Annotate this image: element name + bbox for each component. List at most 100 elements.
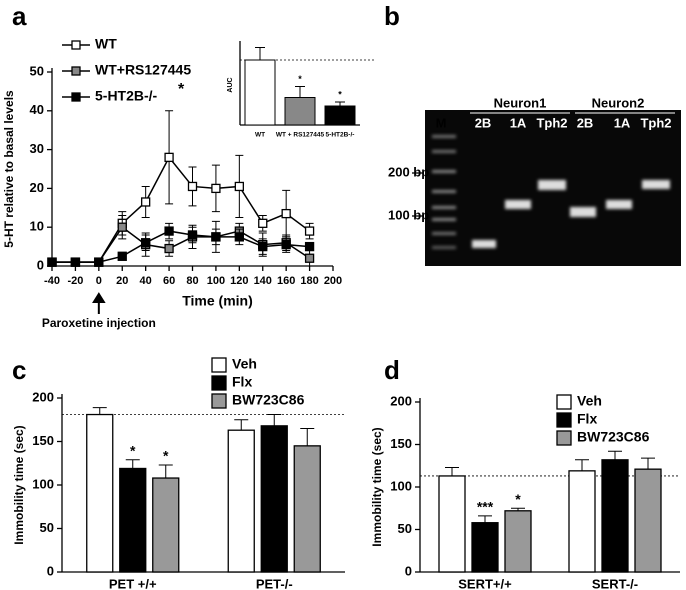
y-axis-label: AUC [227, 77, 234, 92]
marker [164, 243, 174, 254]
marker [187, 181, 198, 192]
x-tick-label: -20 [67, 275, 83, 287]
bar [152, 477, 180, 573]
y-tick-label: 200 [390, 393, 412, 408]
x-tick-label: WT [255, 132, 265, 139]
legend-marker [71, 92, 81, 102]
legend-swatch [211, 375, 227, 391]
bar [227, 429, 255, 573]
marker [117, 222, 127, 232]
legend-swatch [556, 412, 572, 428]
legend-label: WT+RS127445 [95, 62, 191, 78]
x-tick-label: SERT+/+ [458, 576, 512, 590]
legend-label: BW723C86 [232, 392, 305, 408]
y-axis-label: Immobility time (sec) [370, 427, 384, 546]
x-tick-label: 180 [300, 275, 318, 287]
y-tick-label: 100 [32, 476, 54, 491]
marker [164, 152, 174, 163]
x-tick-label: 40 [140, 275, 152, 287]
bar [293, 445, 321, 573]
marker [187, 230, 198, 240]
y-tick-label: 50 [398, 521, 412, 536]
marker [117, 251, 127, 261]
legend-swatch [556, 430, 572, 446]
bar [119, 467, 147, 573]
marker [281, 240, 291, 250]
y-tick-label: 200 [32, 389, 54, 404]
bar [601, 459, 629, 573]
legend-label: Veh [577, 393, 602, 409]
x-tick-label: 140 [254, 275, 272, 287]
legend-label: 5-HT2B-/- [95, 88, 158, 104]
x-tick-label: -40 [44, 275, 60, 287]
x-tick-label: 0 [96, 275, 102, 287]
x-tick-label: 200 [324, 275, 342, 287]
legend-swatch [556, 394, 572, 410]
legend-swatch [211, 357, 227, 373]
marker [304, 226, 315, 236]
panel-label: c [12, 355, 26, 385]
bar [260, 425, 288, 573]
panel-label: a [12, 1, 27, 31]
x-tick-label: 60 [163, 275, 175, 287]
lane-label: 2B [475, 115, 492, 130]
lane-label: 2B [577, 115, 594, 130]
x-tick-label: 20 [116, 275, 128, 287]
legend-label: Veh [232, 356, 257, 372]
legend-swatch [211, 393, 227, 409]
y-axis-label: Immobility time (sec) [12, 425, 26, 544]
marker [70, 257, 81, 267]
bar [244, 59, 276, 126]
marker [234, 232, 244, 242]
bar [86, 413, 114, 573]
y-tick-label: 0 [405, 563, 412, 578]
arrow [92, 292, 106, 314]
bar [471, 522, 499, 573]
legend-marker [71, 66, 81, 76]
x-tick-label: 5-HT2B-/- [326, 132, 355, 139]
x-tick-label: PET-/- [256, 576, 293, 590]
x-axis-label: Time (min) [182, 293, 253, 309]
marker [164, 226, 174, 236]
annotation: * [515, 491, 521, 507]
y-tick-label: 0 [47, 563, 54, 578]
bar [324, 105, 356, 126]
legend-label: BW723C86 [577, 429, 650, 445]
marker [281, 208, 291, 219]
legend-marker [71, 40, 81, 50]
bar [504, 510, 532, 573]
annotation: * [338, 89, 342, 99]
y-tick-label: 50 [30, 63, 44, 78]
lane-label: 1A [510, 115, 527, 130]
x-tick-label: 100 [207, 275, 225, 287]
marker [211, 183, 221, 194]
size-label: 200 bp [388, 164, 429, 179]
y-tick-label: 150 [390, 436, 412, 451]
gel-group-label: Neuron1 [494, 95, 547, 110]
legend-label: WT [95, 36, 117, 52]
annotation: * [178, 81, 185, 98]
marker [94, 257, 104, 267]
lane-label: Tph2 [536, 115, 567, 130]
x-tick-label: 120 [230, 275, 248, 287]
panel-label: d [384, 355, 400, 385]
x-tick-label: WT + RS127445 [276, 132, 325, 139]
y-tick-label: 50 [40, 520, 54, 535]
y-tick-label: 10 [30, 219, 44, 234]
x-tick-label: 160 [277, 275, 295, 287]
marker [211, 232, 221, 242]
x-tick-label: PET +/+ [109, 576, 157, 590]
lane-label: 1A [614, 115, 631, 130]
bar [284, 97, 316, 126]
legend-label: Flx [232, 374, 252, 390]
y-tick-label: 20 [30, 180, 44, 195]
bar [438, 475, 466, 573]
series-line [52, 230, 310, 263]
marker [304, 253, 315, 263]
annotation: * [130, 442, 136, 458]
gel-group-label: Neuron2 [592, 95, 645, 110]
y-tick-label: 100 [390, 478, 412, 493]
marker [258, 241, 268, 252]
annotation: * [298, 74, 302, 84]
